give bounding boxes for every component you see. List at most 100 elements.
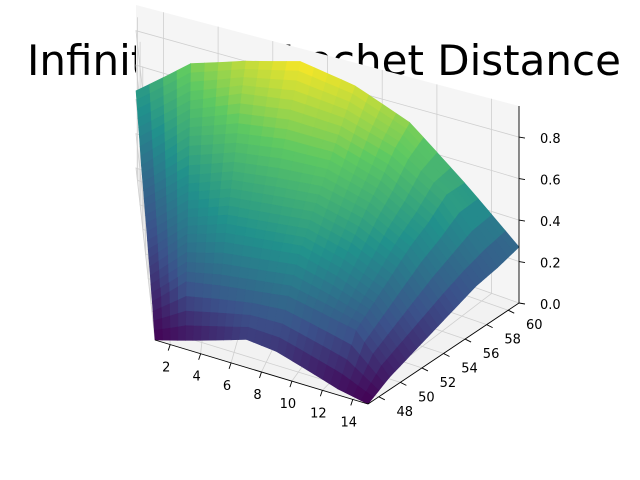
surface-facet [198, 181, 211, 192]
surface-facet [232, 243, 244, 257]
surface-facet [207, 325, 218, 341]
surface-facet [188, 164, 201, 176]
surface-facet [214, 232, 226, 243]
surface-facet [229, 265, 241, 279]
surface-facet [219, 179, 233, 191]
surface-facet [193, 282, 204, 299]
z-tick [518, 219, 526, 222]
surface-facet [226, 103, 241, 116]
x-tick [198, 353, 202, 360]
surface-facet [187, 208, 199, 218]
surface-facet [223, 133, 238, 145]
y-tick-label: 50 [418, 390, 435, 405]
y-tick [464, 338, 472, 343]
surface-facet [177, 310, 187, 328]
surface-facet [210, 153, 224, 165]
surface-facet [257, 60, 274, 71]
surface-facet [215, 326, 226, 341]
surface-facet [188, 154, 201, 166]
x-tick-label: 14 [341, 415, 358, 430]
surface-facet [246, 144, 260, 157]
surface-facet [267, 78, 284, 90]
surface-facet [209, 180, 222, 191]
surface-facet [185, 271, 196, 284]
surface-facet [221, 161, 235, 173]
surface-facet [254, 77, 271, 89]
surface-facet [209, 298, 220, 314]
surface-facet [225, 113, 240, 126]
surface-facet [242, 236, 255, 248]
surface-facet [216, 312, 227, 328]
surface-facet [265, 166, 280, 179]
surface-facet [238, 103, 254, 116]
surface-facet [195, 242, 206, 254]
surface-facet [202, 273, 213, 286]
surface-facet [192, 325, 202, 341]
surface-facet [222, 241, 234, 255]
surface-facet [177, 325, 186, 341]
surface-facet [241, 245, 253, 258]
y-tick [378, 396, 385, 401]
y-tick-label: 60 [526, 318, 543, 333]
surface-mesh [135, 60, 520, 405]
surface-facet [213, 104, 228, 117]
surface-facet [269, 69, 286, 81]
surface-facet [269, 147, 284, 160]
surface-facet [212, 133, 226, 146]
surface-facet [210, 284, 221, 300]
surface-facet [277, 98, 293, 111]
surface-facet [216, 214, 228, 225]
surface-facet [228, 275, 239, 289]
surface-facet [203, 62, 219, 73]
z-tick-label: 0.8 [540, 132, 561, 147]
surface-facet [267, 156, 282, 169]
surface-facet [187, 182, 200, 193]
surface-facet [188, 126, 202, 137]
surface-facet [238, 266, 250, 280]
surface-facet [275, 108, 291, 121]
surface-facet [201, 297, 212, 313]
surface-facet [186, 261, 196, 274]
surface-facet [226, 286, 238, 302]
y-tick-label: 48 [397, 405, 414, 420]
surface-facet [248, 124, 263, 137]
surface-facet [223, 142, 237, 154]
surface-facet [200, 125, 215, 137]
surface-facet [197, 207, 209, 218]
z-tick [518, 302, 526, 305]
z-tick-label: 0.4 [540, 215, 561, 230]
surface-facet [260, 126, 275, 139]
surface-facet [189, 117, 203, 128]
surface-facet [186, 225, 198, 235]
surface-facet [186, 216, 198, 227]
surface-facet [244, 153, 259, 166]
surface-facet [199, 163, 212, 175]
surface-facet [203, 262, 214, 275]
surface-facet [209, 172, 223, 183]
y-tick [400, 381, 407, 386]
surface-facet [195, 233, 207, 244]
surface-facet [189, 98, 204, 111]
x-tick [319, 390, 323, 397]
surface-facet [201, 106, 216, 118]
surface-facet [211, 143, 225, 155]
surface-facet [217, 298, 228, 314]
surface-facet [218, 188, 231, 199]
z-tick-label: 0.6 [540, 174, 561, 189]
surface-facet [251, 104, 266, 118]
surface-facet [279, 89, 295, 101]
x-tick [167, 344, 171, 351]
surface-facet [185, 310, 195, 327]
surface-facet [196, 216, 208, 226]
x-tick [289, 381, 293, 388]
surface-facet [263, 106, 279, 119]
surface-facet [284, 61, 301, 72]
y-tick [443, 353, 450, 357]
z-tick [518, 136, 526, 139]
surface-facet [254, 164, 269, 177]
surface-facet [256, 69, 272, 80]
surface-facet [187, 174, 200, 185]
surface-facet [206, 215, 218, 226]
surface-facet [220, 263, 232, 277]
surface-facet [225, 299, 236, 315]
